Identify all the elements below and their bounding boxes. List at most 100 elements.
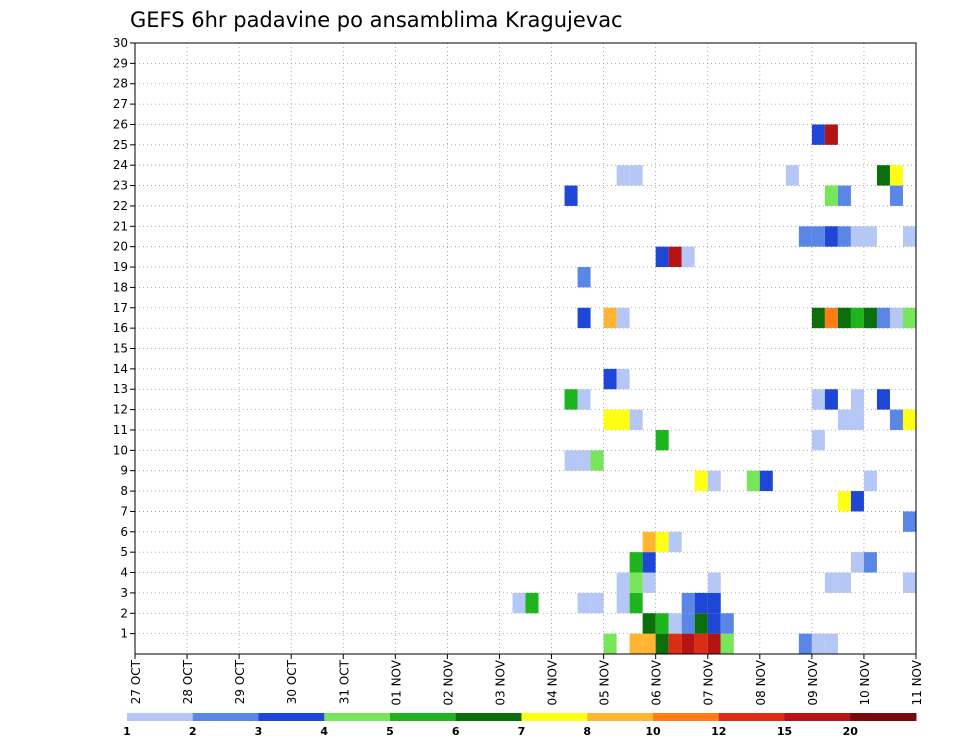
heatmap-cell <box>590 450 604 471</box>
heatmap-cell <box>759 470 773 492</box>
heatmap-cell <box>616 572 630 593</box>
heatmap-cell <box>824 572 838 593</box>
y-tick-label: 6 <box>120 525 128 539</box>
y-tick-label: 13 <box>113 382 128 396</box>
y-tick-label: 30 <box>113 36 128 50</box>
heatmap-cell <box>863 552 877 573</box>
x-tick-label: 02 NOV <box>441 659 455 705</box>
heatmap-cell <box>850 226 864 247</box>
x-tick-label: 29 OCT <box>233 659 247 704</box>
heatmap-cell <box>564 450 578 471</box>
y-tick-label: 16 <box>113 321 128 335</box>
heatmap-cell <box>629 552 643 573</box>
y-tick-label: 24 <box>113 158 128 172</box>
y-tick-label: 8 <box>120 484 128 498</box>
heatmap-cell <box>603 633 617 654</box>
y-tick-label: 20 <box>113 240 128 254</box>
heatmap-cell <box>681 592 695 614</box>
x-tick-label: 09 NOV <box>806 659 820 705</box>
heatmap-cell <box>577 450 591 471</box>
heatmap-cell <box>668 531 682 553</box>
colorbar: 1 2 3 4 5 6 7 8 10 12 15 20 <box>123 713 917 738</box>
colorbar-label: 2 <box>189 725 197 738</box>
heatmap-cell <box>616 592 630 614</box>
plot-frame <box>134 42 917 655</box>
heatmap-cell <box>889 185 903 206</box>
heatmap-cell <box>850 389 864 410</box>
heatmap-cell <box>863 307 877 329</box>
y-tick-label: 28 <box>113 77 128 91</box>
heatmap-cell <box>811 429 825 451</box>
heatmap-cell <box>668 246 682 268</box>
heatmap-cell <box>902 511 916 532</box>
colorbar-label: 4 <box>320 725 328 738</box>
heatmap-cell <box>850 307 864 329</box>
heatmap-cell <box>616 368 630 390</box>
heatmap-cell <box>655 531 669 553</box>
heatmap-cell <box>707 613 721 634</box>
heatmap-cell <box>746 470 760 492</box>
y-tick-label: 3 <box>120 586 128 600</box>
heatmap-cell <box>616 409 630 430</box>
grid-lines <box>135 43 916 654</box>
heatmap-cell <box>629 165 643 186</box>
x-tick-label: 10 NOV <box>858 659 872 705</box>
heatmap-cell <box>876 165 890 186</box>
chart-title: GEFS 6hr padavine po ansamblima Kragujev… <box>130 8 623 32</box>
colorbar-label: 20 <box>843 725 859 738</box>
y-axis-ticks: 1234567891011121314151617181920212223242… <box>113 36 135 641</box>
heatmap-cell <box>616 307 630 329</box>
heatmap-cell <box>577 267 591 288</box>
heatmap-cell <box>850 409 864 430</box>
heatmap-cell <box>889 165 903 186</box>
colorbar-label: 8 <box>583 725 591 738</box>
heatmap-cell <box>577 307 591 329</box>
y-tick-label: 4 <box>120 566 128 580</box>
heatmap-cell <box>590 592 604 614</box>
heatmap-cell <box>655 613 669 634</box>
x-tick-label: 07 NOV <box>702 659 716 705</box>
heatmap-cell <box>889 409 903 430</box>
heatmap-cell <box>577 592 591 614</box>
colorbar-segment <box>587 713 654 721</box>
heatmap-cell <box>824 307 838 329</box>
colorbar-segment <box>258 713 325 721</box>
heatmap-cell <box>655 429 669 451</box>
heatmap-cell <box>642 572 656 593</box>
heatmap-cell <box>655 246 669 268</box>
colorbar-label: 6 <box>452 725 460 738</box>
x-tick-label: 05 NOV <box>598 659 612 705</box>
heatmap-cell <box>668 613 682 634</box>
y-tick-label: 10 <box>113 443 128 457</box>
x-tick-label: 03 NOV <box>493 659 507 705</box>
colorbar-segment <box>192 713 259 721</box>
colorbar-label: 1 <box>123 725 131 738</box>
heatmap-cell <box>902 409 916 430</box>
heatmap-cell <box>889 307 903 329</box>
heatmap-cell <box>642 531 656 553</box>
heatmap-cell <box>824 633 838 654</box>
x-tick-label: 06 NOV <box>650 659 664 705</box>
colorbar-label: 3 <box>255 725 263 738</box>
heatmap-cell <box>811 633 825 654</box>
y-tick-label: 21 <box>113 219 128 233</box>
colorbar-label: 7 <box>518 725 526 738</box>
heatmap-cell <box>642 633 656 654</box>
heatmap-cell <box>681 613 695 634</box>
heatmap-cell <box>824 226 838 247</box>
heatmap-cell <box>603 409 617 430</box>
y-tick-label: 27 <box>113 97 128 111</box>
heatmap-cell <box>902 572 916 593</box>
heatmap-cell <box>616 165 630 186</box>
y-tick-label: 26 <box>113 117 128 131</box>
y-tick-label: 2 <box>120 606 128 620</box>
heatmap-cell <box>642 552 656 573</box>
heatmap-cell <box>707 633 721 654</box>
y-tick-label: 17 <box>113 301 128 315</box>
heatmap-cells <box>512 124 916 654</box>
heatmap-cell <box>824 389 838 410</box>
colorbar-segment <box>324 713 391 721</box>
x-tick-label: 11 NOV <box>910 659 924 705</box>
x-axis-ticks: 27 OCT 28 OCT 29 OCT 30 OCT 31 OCT 01 NOV 02 N… <box>129 654 924 706</box>
